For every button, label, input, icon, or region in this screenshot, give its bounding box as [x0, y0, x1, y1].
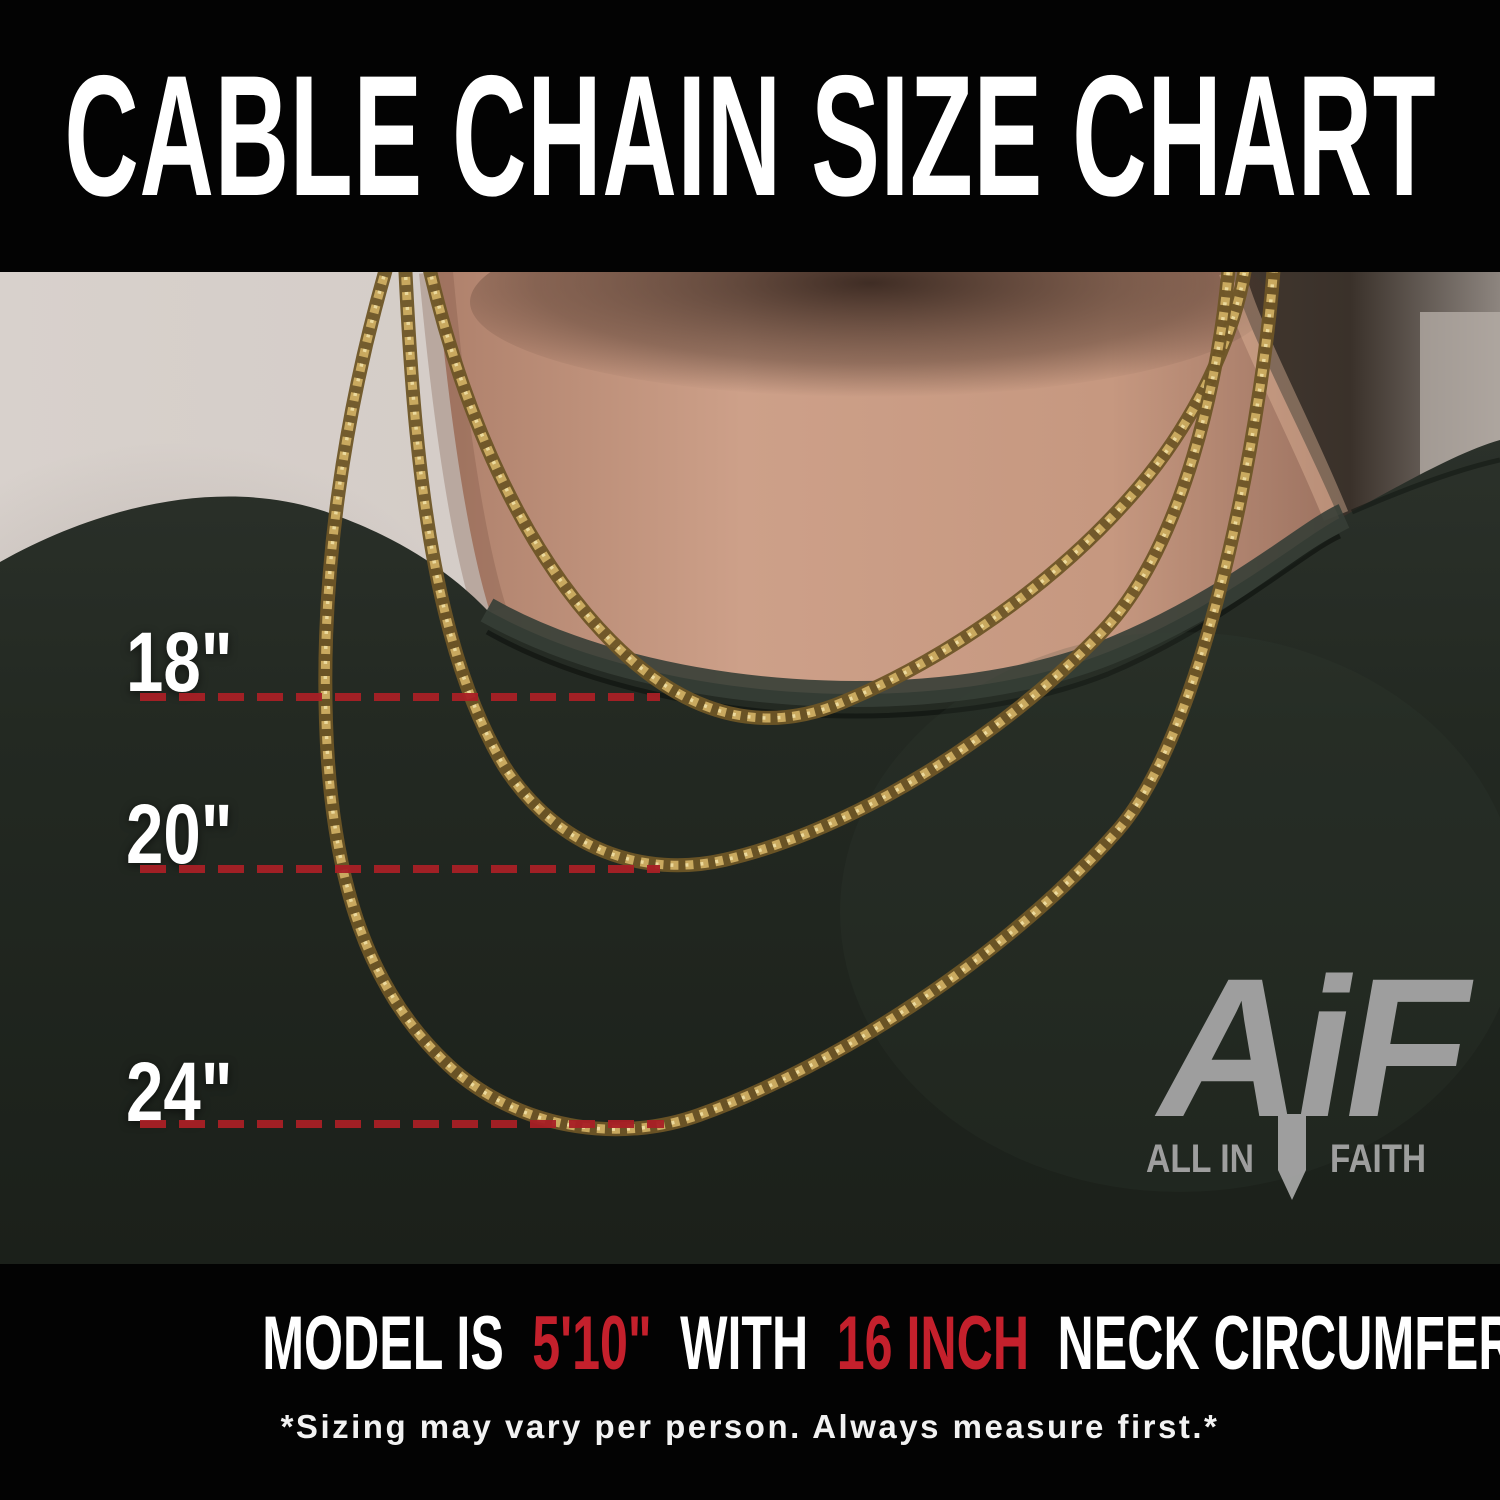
logo-monogram-group: AiF — [1146, 956, 1482, 1159]
shirt-sheen — [840, 632, 1500, 1192]
sword-blade-icon — [1278, 1114, 1306, 1200]
with-text: WITH — [680, 1301, 809, 1386]
model-info-line: MODEL IS 5'10" WITH 16 INCH NECK CIRCUMF… — [255, 1301, 1500, 1386]
logo-left-label: ALL IN — [1146, 1137, 1254, 1181]
logo-monogram: AiF — [1146, 956, 1482, 1159]
top-banner: CABLE CHAIN SIZE CHART — [0, 0, 1500, 272]
chain-24-inch — [318, 272, 1281, 1137]
neck-size-value: 16 INCH — [836, 1301, 1030, 1386]
model-height-value: 5'10" — [532, 1301, 652, 1386]
brand-logo: AiF ALL IN FAITH — [1146, 956, 1482, 1200]
shoulder-seam — [1351, 457, 1500, 515]
bottom-banner: MODEL IS 5'10" WITH 16 INCH NECK CIRCUMF… — [0, 1264, 1500, 1500]
measure-line-18-inch — [140, 693, 660, 701]
sizing-disclaimer: *Sizing may vary per person. Always meas… — [280, 1408, 1220, 1445]
page-title: CABLE CHAIN SIZE CHART — [64, 40, 1436, 232]
chin-shadow — [470, 272, 1270, 397]
label-18-inch: 18" — [126, 615, 233, 709]
logo-right-label: FAITH — [1330, 1137, 1426, 1181]
measure-line-24-inch — [140, 1120, 664, 1128]
chain-20-inch — [398, 272, 1236, 873]
label-20-inch: 20" — [126, 787, 233, 881]
measure-line-20-inch — [140, 865, 660, 873]
model-photo — [0, 272, 1500, 1264]
model-is-text: MODEL IS — [262, 1301, 504, 1386]
neck-circumference-text: NECK CIRCUMFERENCE — [1057, 1301, 1500, 1386]
chain-18-inch — [423, 272, 1252, 725]
